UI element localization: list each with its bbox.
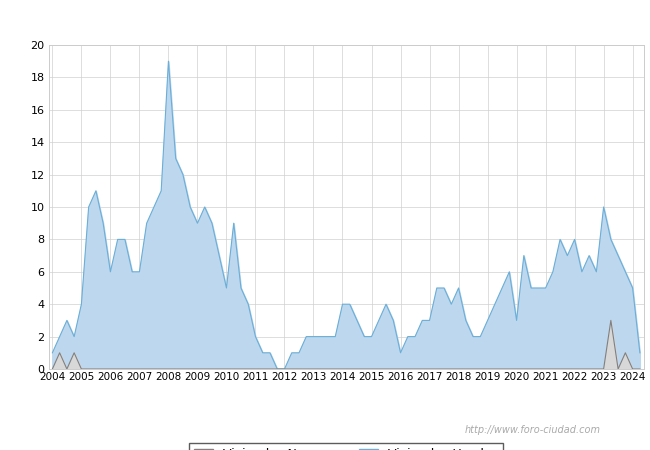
Text: http://www.foro-ciudad.com: http://www.foro-ciudad.com — [465, 425, 601, 435]
Legend: Viviendas Nuevas, Viviendas Usadas: Viviendas Nuevas, Viviendas Usadas — [189, 443, 503, 450]
Text: Otero de Herreros - Evolucion del Nº de Transacciones Inmobiliarias: Otero de Herreros - Evolucion del Nº de … — [44, 14, 606, 29]
